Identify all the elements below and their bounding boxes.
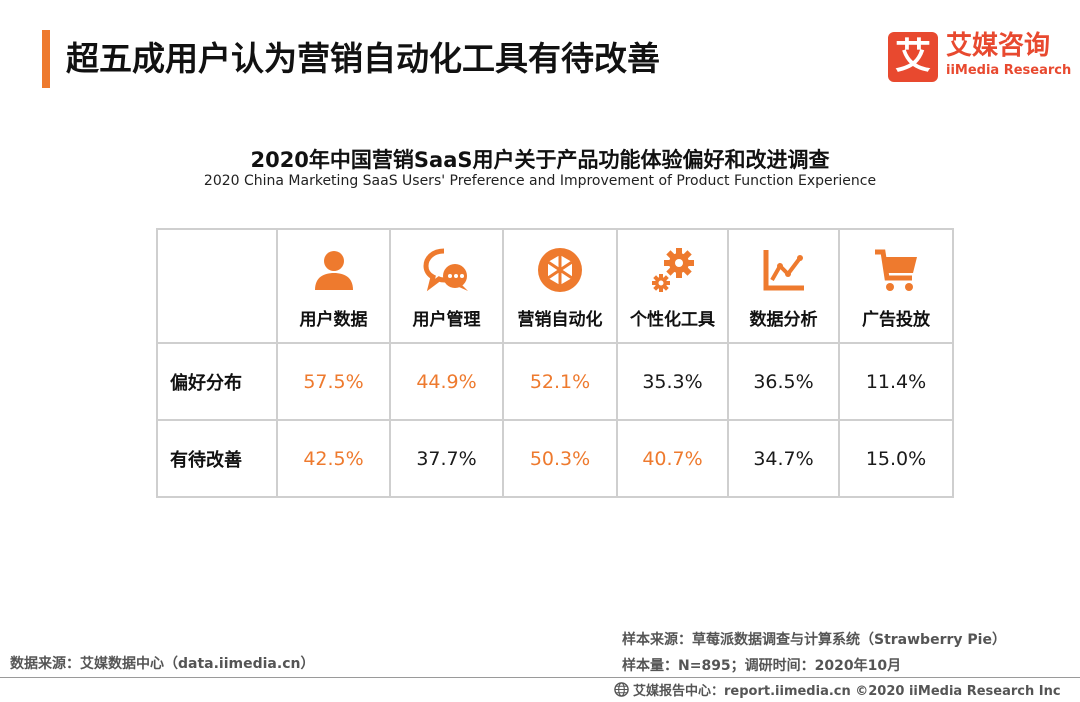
footer-divider — [0, 677, 1080, 678]
sample-size-note: 样本量：N=895；调研时间：2020年10月 — [622, 658, 902, 674]
iimedia-logo: 艾 艾媒咨询 iiMedia Research — [888, 30, 1072, 84]
value-cell: 36.5% — [727, 342, 840, 421]
aperture-icon — [538, 248, 582, 292]
copyright-text: 艾媒报告中心：report.iimedia.cn ©2020 iiMedia R… — [633, 684, 1061, 699]
chart-title: 2020年中国营销SaaS用户关于产品功能体验偏好和改进调查 — [250, 148, 830, 172]
value-cell: 15.0% — [838, 419, 954, 498]
logo-mark: 艾 — [888, 32, 938, 82]
page-title: 超五成用户认为营销自动化工具有待改善 — [66, 39, 660, 78]
table-row-preference: 偏好分布 57.5% 44.9% 52.1% 35.3% 36.5% 11.4% — [156, 342, 954, 421]
value-cell: 50.3% — [502, 419, 618, 498]
line-chart-icon — [763, 250, 804, 291]
column-header-user-data: 用户数据 — [276, 228, 391, 344]
value-cell: 42.5% — [276, 419, 391, 498]
row-label: 偏好分布 — [156, 342, 278, 421]
data-source-note: 数据来源：艾媒数据中心（data.iimedia.cn） — [10, 656, 315, 672]
header-row: 用户数据 用户管理 营销自动化 — [156, 228, 954, 344]
column-header-user-management: 用户管理 — [389, 228, 504, 344]
value-cell: 52.1% — [502, 342, 618, 421]
corner-cell — [156, 228, 278, 344]
column-label: 用户数据 — [299, 310, 368, 330]
column-header-marketing-automation: 营销自动化 — [502, 228, 618, 344]
value-cell: 11.4% — [838, 342, 954, 421]
title-accent-bar — [42, 30, 50, 88]
column-label: 用户管理 — [412, 310, 481, 330]
column-label: 广告投放 — [862, 310, 930, 330]
column-header-personalization-tools: 个性化工具 — [616, 228, 729, 344]
sample-source-note: 样本来源：草莓派数据调查与计算系统（Strawberry Pie） — [622, 632, 1006, 648]
logo-en-name: iiMedia Research — [946, 63, 1072, 78]
column-label: 个性化工具 — [630, 310, 715, 330]
value-cell: 40.7% — [616, 419, 729, 498]
survey-table: 用户数据 用户管理 营销自动化 — [156, 228, 954, 498]
value-cell: 34.7% — [727, 419, 840, 498]
logo-cn-name: 艾媒咨询 — [946, 31, 1051, 61]
copyright-note: 艾媒报告中心：report.iimedia.cn ©2020 iiMedia R… — [614, 680, 1061, 699]
row-label: 有待改善 — [156, 419, 278, 498]
gears-icon — [651, 248, 694, 292]
user-icon — [314, 251, 353, 290]
column-header-ad-placement: 广告投放 — [838, 228, 954, 344]
chat-bubbles-icon — [422, 248, 468, 292]
value-cell: 37.7% — [389, 419, 504, 498]
shopping-cart-icon — [875, 249, 917, 291]
chart-subtitle: 2020 China Marketing SaaS Users' Prefere… — [203, 173, 877, 189]
column-label: 数据分析 — [749, 310, 818, 330]
value-cell: 57.5% — [276, 342, 391, 421]
column-header-data-analysis: 数据分析 — [727, 228, 840, 344]
value-cell: 35.3% — [616, 342, 729, 421]
table-row-needs-improvement: 有待改善 42.5% 37.7% 50.3% 40.7% 34.7% 15.0% — [156, 419, 954, 498]
column-label: 营销自动化 — [517, 310, 603, 330]
value-cell: 44.9% — [389, 342, 504, 421]
globe-icon — [614, 682, 629, 697]
